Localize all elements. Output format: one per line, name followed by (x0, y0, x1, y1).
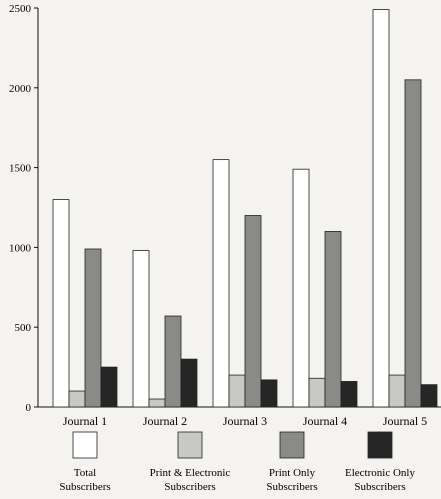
y-tick-label: 1000 (9, 242, 32, 254)
bar (324, 231, 342, 408)
legend-swatch (72, 431, 98, 459)
bar (308, 377, 326, 408)
y-tick-label: 1500 (9, 163, 32, 175)
legend-label: Print Only (269, 467, 316, 479)
x-tick-label: Journal 1 (63, 414, 107, 428)
bar (404, 79, 422, 408)
legend-swatch (177, 431, 203, 459)
y-tick-label: 0 (26, 402, 32, 414)
x-tick-label: Journal 5 (383, 414, 427, 428)
bar (340, 381, 358, 408)
legend: Total Subscribers Print & Electronic Subscr… (59, 431, 415, 493)
bar (100, 366, 118, 408)
bar (148, 398, 166, 408)
x-tick-label: Journal 3 (223, 414, 267, 428)
bar (84, 248, 102, 408)
legend-label: Subscribers (354, 481, 405, 493)
bar (68, 390, 86, 408)
legend-label: Subscribers (164, 481, 215, 493)
y-tick-label: 2000 (9, 83, 32, 95)
bars (52, 9, 438, 408)
legend-swatch (367, 431, 393, 459)
y-tick-label: 500 (15, 322, 32, 334)
legend-label: Subscribers (266, 481, 317, 493)
bar (388, 374, 406, 408)
bar (292, 168, 310, 408)
x-tick-label: Journal 2 (143, 414, 187, 428)
bar (228, 374, 246, 408)
legend-label: Print & Electronic (150, 467, 231, 479)
bar (372, 9, 390, 408)
y-axis-ticks: 0 500 1000 1500 2000 2500 (9, 3, 38, 414)
bar (260, 379, 278, 408)
bar (180, 358, 198, 408)
bar (52, 199, 70, 408)
legend-label: Subscribers (59, 481, 110, 493)
legend-label: Total (74, 467, 96, 479)
bar (244, 215, 262, 408)
bar (212, 159, 230, 408)
bar (164, 315, 182, 408)
bar (132, 250, 150, 408)
x-axis-labels: Journal 1 Journal 2 Journal 3 Journal 4 Jour… (63, 414, 427, 428)
legend-swatch (279, 431, 305, 459)
y-tick-label: 2500 (9, 3, 32, 15)
bar (420, 384, 438, 408)
legend-label: Electronic Only (345, 467, 415, 479)
x-tick-label: Journal 4 (303, 414, 347, 428)
